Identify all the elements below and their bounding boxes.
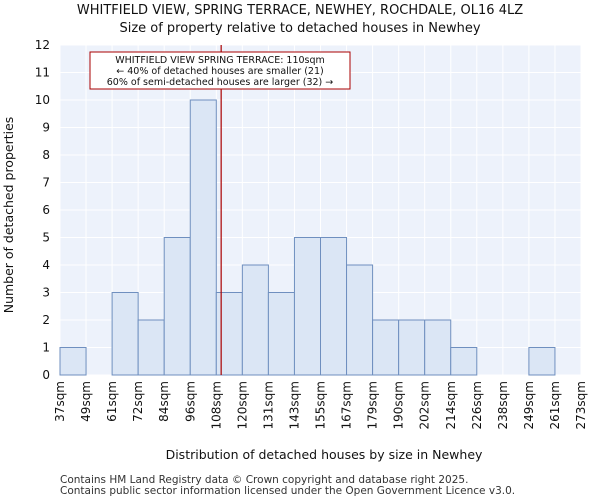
x-tick-label: 155sqm [314, 381, 328, 429]
x-tick-label: 238sqm [496, 381, 510, 429]
y-tick-label: 8 [42, 148, 50, 162]
annotation-line-1: WHITFIELD VIEW SPRING TERRACE: 110sqm [115, 55, 325, 66]
annotation-border [89, 51, 351, 90]
x-tick-label: 143sqm [287, 381, 301, 429]
x-tick-label: 49sqm [79, 381, 93, 422]
bar-155sqm [320, 237, 348, 376]
bar-179sqm [372, 319, 400, 376]
y-tick-label: 12 [35, 38, 50, 52]
bar-190sqm [398, 319, 426, 376]
footer-line-2: Contains public sector information licen… [60, 485, 515, 497]
x-tick-label: 249sqm [522, 381, 536, 429]
x-tick-label: 226sqm [470, 381, 484, 429]
x-tick-label: 190sqm [392, 381, 406, 429]
y-tick-label: 6 [42, 203, 50, 217]
x-tick-label: 179sqm [366, 381, 380, 429]
x-tick-label: 72sqm [131, 381, 145, 422]
x-tick-label: 273sqm [574, 381, 588, 429]
y-tick-label: 10 [35, 93, 50, 107]
x-tick-label: 131sqm [261, 381, 275, 429]
bar-202sqm [424, 319, 452, 376]
x-tick-label: 61sqm [105, 381, 119, 422]
x-tick-label: 261sqm [548, 381, 562, 429]
y-tick-label: 9 [42, 121, 50, 135]
bar-72sqm [137, 319, 165, 376]
bar-61sqm [111, 292, 139, 376]
annotation-line-2: ← 40% of detached houses are smaller (21… [116, 66, 323, 77]
y-tick-label: 0 [42, 368, 50, 382]
y-axis-label: Number of detached properties [1, 117, 16, 314]
y-tick-label: 2 [42, 313, 50, 327]
chart-subtitle: Size of property relative to detached ho… [119, 21, 480, 36]
y-tick-label: 7 [42, 176, 50, 190]
bars-group [59, 99, 556, 376]
bar-214sqm [450, 347, 478, 376]
x-tick-label: 37sqm [53, 381, 67, 422]
bar-249sqm [528, 347, 556, 376]
x-tick-label: 214sqm [444, 381, 458, 429]
bar-108sqm [215, 292, 243, 376]
y-tick-label: 5 [42, 231, 50, 245]
chart-title: WHITFIELD VIEW, SPRING TERRACE, NEWHEY, … [77, 3, 523, 18]
bar-120sqm [241, 264, 269, 376]
x-tick-label: 84sqm [157, 381, 171, 422]
bar-167sqm [346, 264, 374, 376]
bar-143sqm [293, 237, 322, 376]
x-ticks: 37sqm 49sqm 61sqm 72sqm 84sqm 96sqm 108sqm 120s… [53, 381, 588, 429]
bar-131sqm [267, 292, 295, 376]
x-tick-label: 202sqm [418, 381, 432, 429]
y-tick-label: 1 [42, 341, 50, 355]
y-tick-label: 11 [35, 66, 50, 80]
y-tick-label: 4 [42, 258, 50, 272]
x-tick-label: 167sqm [340, 381, 354, 429]
annotation-line-3: 60% of semi-detached houses are larger (… [107, 77, 334, 88]
bar-96sqm [189, 99, 217, 376]
x-tick-label: 120sqm [235, 381, 249, 429]
x-axis-label: Distribution of detached houses by size … [166, 447, 483, 462]
bar-84sqm [163, 237, 191, 376]
x-tick-label: 108sqm [209, 381, 223, 429]
x-tick-label: 96sqm [183, 381, 197, 422]
annotation-box: WHITFIELD VIEW SPRING TERRACE: 110sqm ← … [89, 51, 351, 90]
footer-line-1: Contains HM Land Registry data © Crown c… [60, 474, 468, 486]
bar-37sqm [59, 347, 87, 376]
y-tick-label: 3 [42, 286, 50, 300]
